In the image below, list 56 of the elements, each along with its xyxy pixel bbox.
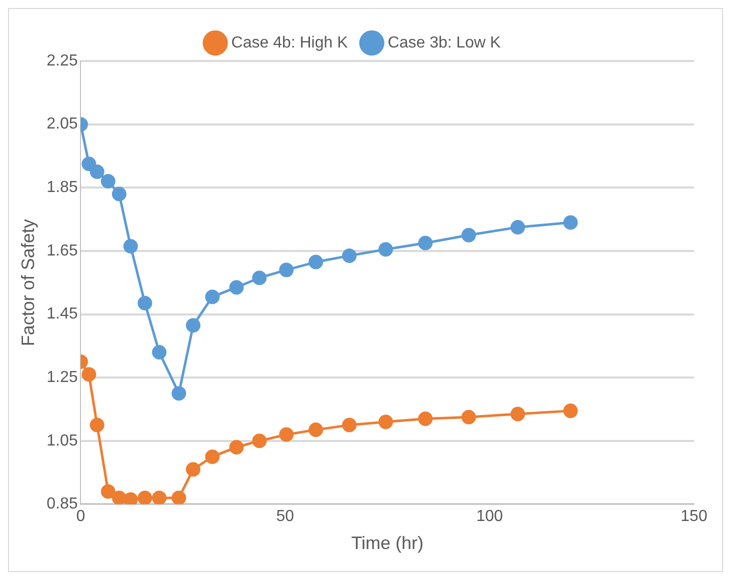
y-tick-label: 1.05 xyxy=(46,432,78,450)
x-axis-title: Time (hr) xyxy=(351,533,424,554)
x-tick-label: 100 xyxy=(476,508,504,526)
point xyxy=(205,290,220,304)
y-tick-label: 1.25 xyxy=(46,368,78,386)
y-axis-title: Factor of Safety xyxy=(18,219,38,346)
y-tick-label: 0.85 xyxy=(46,496,78,513)
x-tick-label: 0 xyxy=(76,508,86,526)
point xyxy=(100,484,116,499)
point xyxy=(461,410,476,424)
point xyxy=(112,490,126,504)
point xyxy=(279,427,294,442)
point xyxy=(342,248,357,263)
legend-label: Case 3b: Low K xyxy=(388,34,502,52)
point xyxy=(186,318,200,333)
point xyxy=(252,270,267,286)
point xyxy=(378,242,393,257)
point xyxy=(418,236,433,250)
point xyxy=(418,411,433,426)
point xyxy=(186,462,200,477)
y-tick-label: 1.65 xyxy=(46,242,78,260)
point xyxy=(229,280,244,295)
y-tick-label: 2.25 xyxy=(46,52,78,70)
point xyxy=(510,220,526,234)
point xyxy=(342,418,357,432)
point xyxy=(172,386,186,401)
point xyxy=(152,344,166,360)
legend-label: Case 4b: High K xyxy=(231,34,348,52)
point xyxy=(252,434,267,448)
point xyxy=(82,156,96,172)
point xyxy=(563,215,578,230)
point xyxy=(205,449,220,464)
x-tick-label: 150 xyxy=(680,508,708,526)
point xyxy=(152,490,166,504)
point xyxy=(138,296,152,310)
y-tick-label: 2.05 xyxy=(46,116,78,133)
point xyxy=(90,418,104,432)
point xyxy=(510,406,526,422)
y-tick-label: 1.85 xyxy=(46,179,78,196)
x-tick-label: 50 xyxy=(276,508,294,526)
point xyxy=(229,440,244,454)
y-tick-label: 1.45 xyxy=(46,306,78,323)
point xyxy=(82,367,96,382)
point xyxy=(563,404,578,418)
point xyxy=(172,490,186,504)
point xyxy=(90,164,104,180)
point xyxy=(138,490,152,504)
point xyxy=(308,422,324,438)
point xyxy=(100,174,116,189)
point xyxy=(461,228,476,242)
point xyxy=(308,254,324,270)
point xyxy=(378,414,393,430)
point xyxy=(123,238,138,254)
point xyxy=(112,186,126,202)
point xyxy=(123,492,138,504)
point xyxy=(279,262,294,278)
